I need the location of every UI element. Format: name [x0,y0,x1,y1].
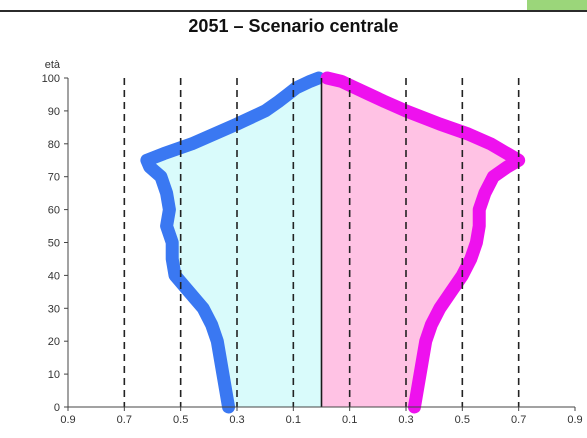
left-series-area [146,78,322,407]
x-tick-label-6: 0.3 [398,414,413,426]
y-tick-label-1: 10 [48,369,60,381]
x-tick-label-7: 0.5 [455,414,470,426]
left-series-edge [140,71,326,414]
y-axis-label: età [45,59,61,71]
x-tick-label-9: 0.9 [567,414,582,426]
x-tick-label-3: 0.3 [229,414,244,426]
x-tick-label-8: 0.7 [511,414,526,426]
x-tick-label-0: 0.9 [60,414,75,426]
y-tick-label-4: 40 [48,270,60,282]
y-tick-label-9: 90 [48,106,60,118]
right-series-edge [320,71,526,414]
y-tick-label-3: 30 [48,303,60,315]
y-tick-label-6: 60 [48,205,60,217]
corner-accent [527,0,587,10]
y-tick-label-0: 0 [54,402,60,414]
x-tick-label-2: 0.5 [173,414,188,426]
right-series-area [321,78,519,407]
top-rule [0,10,587,12]
y-tick-label-2: 20 [48,336,60,348]
x-tick-label-1: 0.7 [117,414,132,426]
x-tick-label-4: 0.1 [286,414,301,426]
y-tick-label-5: 50 [48,238,60,250]
y-tick-label-8: 80 [48,139,60,151]
x-tick-label-5: 0.1 [342,414,357,426]
chart-title: 2051 – Scenario centrale [188,16,399,36]
y-tick-label-7: 70 [48,172,60,184]
y-tick-label-10: 100 [42,73,60,85]
